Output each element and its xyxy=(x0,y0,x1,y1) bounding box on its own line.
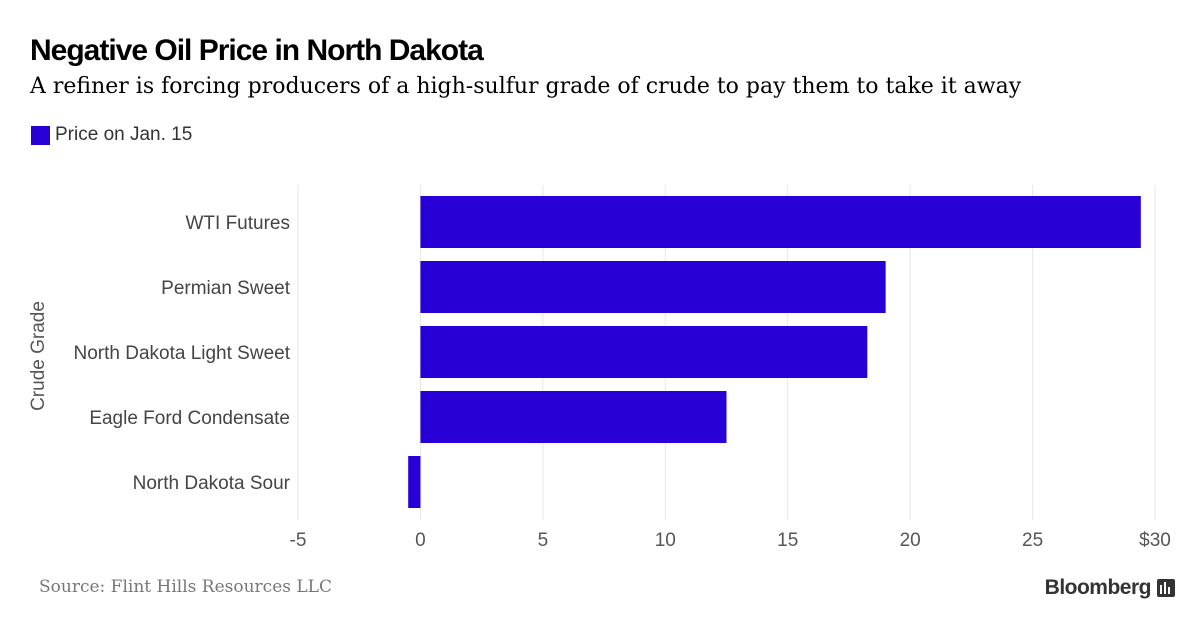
chart-title: Negative Oil Price in North Dakota xyxy=(30,34,484,67)
x-axis-ticks: -5 0 5 10 15 20 25 $30 xyxy=(290,530,1171,551)
x-tick-label: 0 xyxy=(415,530,426,551)
brand-name: Bloomberg xyxy=(1044,576,1152,599)
x-tick-label: 15 xyxy=(777,530,798,551)
brand-logo: Bloomberg xyxy=(1045,576,1175,600)
category-label: Eagle Ford Condensate xyxy=(89,408,290,429)
x-tick-label: -5 xyxy=(290,530,307,551)
bar xyxy=(420,196,1141,248)
bar xyxy=(408,456,421,508)
legend-label: Price on Jan. 15 xyxy=(55,124,193,145)
bar xyxy=(420,326,868,378)
category-label: North Dakota Light Sweet xyxy=(73,343,290,364)
source-note: Source: Flint Hills Resources LLC xyxy=(39,577,332,597)
category-labels: WTI Futures Permian Sweet North Dakota Lig… xyxy=(73,213,290,494)
x-tick-label: $30 xyxy=(1139,530,1171,551)
bar xyxy=(420,391,727,443)
bars xyxy=(408,196,1141,508)
legend: Price on Jan. 15 xyxy=(31,124,192,146)
bloomberg-terminal-icon xyxy=(1157,579,1175,597)
category-label: Permian Sweet xyxy=(161,278,291,299)
x-tick-label: 10 xyxy=(655,530,676,551)
chart-subtitle: A refiner is forcing producers of a high… xyxy=(30,74,1022,99)
x-tick-label: 25 xyxy=(1022,530,1043,551)
x-tick-label: 20 xyxy=(900,530,921,551)
x-tick-label: 5 xyxy=(538,530,549,551)
y-axis-label: Crude Grade xyxy=(28,301,49,411)
category-label: North Dakota Sour xyxy=(133,473,291,494)
bar xyxy=(420,261,886,313)
legend-swatch xyxy=(31,125,50,145)
category-label: WTI Futures xyxy=(185,213,290,234)
